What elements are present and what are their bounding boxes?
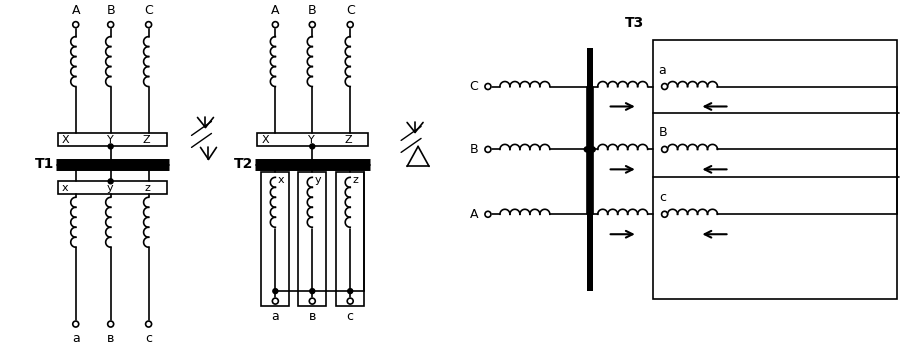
Circle shape <box>485 211 491 217</box>
Circle shape <box>347 298 353 304</box>
Text: B: B <box>469 143 478 156</box>
Circle shape <box>662 147 668 152</box>
Text: z: z <box>145 183 151 193</box>
Circle shape <box>590 147 596 152</box>
Text: В: В <box>658 126 667 139</box>
Text: B: B <box>106 4 115 17</box>
Text: B: B <box>308 4 317 17</box>
Text: с: с <box>659 191 666 204</box>
Bar <box>652 40 897 299</box>
Text: Z: Z <box>143 136 151 145</box>
Circle shape <box>662 211 668 217</box>
Circle shape <box>309 298 316 304</box>
Text: а: а <box>659 63 666 76</box>
Text: Z: Z <box>345 136 352 145</box>
Circle shape <box>108 144 113 149</box>
Circle shape <box>585 147 589 152</box>
Circle shape <box>108 22 113 28</box>
Circle shape <box>273 298 278 304</box>
Text: T3: T3 <box>625 16 644 30</box>
Text: X: X <box>262 136 269 145</box>
Text: z: z <box>352 175 358 185</box>
Circle shape <box>485 84 491 90</box>
Bar <box>298 172 327 306</box>
Text: x: x <box>61 183 69 193</box>
Circle shape <box>108 321 113 327</box>
Text: x: x <box>277 175 284 185</box>
Bar <box>336 172 364 306</box>
Bar <box>58 133 167 147</box>
Text: y: y <box>314 175 321 185</box>
Text: а: а <box>72 332 80 345</box>
Text: T2: T2 <box>234 158 253 171</box>
Circle shape <box>348 289 352 293</box>
Circle shape <box>72 321 79 327</box>
Bar <box>257 133 368 147</box>
Circle shape <box>485 147 491 152</box>
Text: Y: Y <box>308 136 315 145</box>
Text: A: A <box>71 4 80 17</box>
Bar <box>262 172 289 306</box>
Text: C: C <box>145 4 153 17</box>
Text: T1: T1 <box>35 158 54 171</box>
Circle shape <box>145 321 152 327</box>
Text: C: C <box>469 80 478 93</box>
Bar <box>58 181 167 194</box>
Text: A: A <box>271 4 280 17</box>
Circle shape <box>72 22 79 28</box>
Circle shape <box>273 22 278 28</box>
Circle shape <box>310 144 315 149</box>
Circle shape <box>273 289 278 293</box>
Text: y: y <box>107 183 113 193</box>
Bar <box>587 47 593 291</box>
Text: A: A <box>469 208 478 221</box>
Text: X: X <box>61 136 70 145</box>
Circle shape <box>347 22 353 28</box>
Text: а: а <box>272 310 279 323</box>
Text: C: C <box>346 4 355 17</box>
Circle shape <box>662 84 668 90</box>
Circle shape <box>108 179 113 184</box>
Text: в: в <box>308 310 316 323</box>
Text: Y: Y <box>107 136 113 145</box>
Text: в: в <box>107 332 114 345</box>
Text: с: с <box>347 310 354 323</box>
Circle shape <box>145 22 152 28</box>
Text: с: с <box>145 332 152 345</box>
Circle shape <box>310 289 315 293</box>
Circle shape <box>309 22 316 28</box>
